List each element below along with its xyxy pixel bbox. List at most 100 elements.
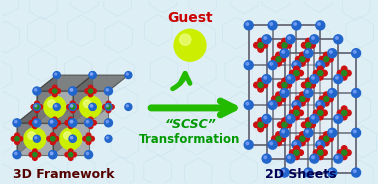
Circle shape [280,89,289,98]
Circle shape [50,121,53,123]
Circle shape [341,146,347,151]
Circle shape [49,119,57,127]
Circle shape [70,108,75,113]
Circle shape [44,96,66,118]
Circle shape [72,121,76,125]
Circle shape [322,70,327,76]
Circle shape [271,96,277,102]
Circle shape [341,154,347,160]
Circle shape [34,108,39,113]
Circle shape [70,89,73,91]
Circle shape [105,103,112,110]
Circle shape [36,121,40,125]
Circle shape [310,122,315,128]
Circle shape [271,136,277,141]
Circle shape [282,51,285,53]
Circle shape [294,66,299,72]
Circle shape [282,43,287,48]
Circle shape [280,136,285,141]
Text: 2D Sheets: 2D Sheets [265,168,336,181]
Circle shape [336,116,338,119]
Circle shape [294,62,296,65]
Circle shape [89,103,96,110]
Circle shape [286,75,295,84]
Circle shape [290,110,295,116]
Circle shape [324,52,329,58]
Circle shape [276,52,281,58]
Circle shape [33,156,37,160]
Polygon shape [285,53,356,173]
Circle shape [92,89,96,93]
Circle shape [286,82,291,88]
Circle shape [106,137,108,139]
Circle shape [294,110,299,115]
Circle shape [319,56,325,62]
Circle shape [51,137,55,141]
Text: Guest: Guest [167,11,213,25]
Circle shape [258,78,263,84]
Circle shape [353,130,356,133]
Circle shape [258,118,263,123]
Circle shape [280,96,285,102]
Circle shape [294,71,299,76]
Circle shape [305,38,311,44]
Circle shape [90,137,94,141]
Circle shape [15,140,19,144]
Circle shape [86,133,91,138]
Circle shape [54,137,59,141]
Circle shape [292,140,301,149]
Circle shape [24,128,46,150]
Circle shape [126,105,129,107]
Polygon shape [73,75,129,91]
Circle shape [310,35,319,44]
Circle shape [334,35,343,44]
Circle shape [34,101,39,106]
Circle shape [319,96,325,102]
Circle shape [352,89,361,98]
Circle shape [328,49,337,58]
Circle shape [53,85,57,90]
Circle shape [304,49,313,58]
Circle shape [300,100,305,106]
Circle shape [13,119,21,127]
Circle shape [316,61,325,70]
Circle shape [294,150,299,155]
Circle shape [282,122,287,127]
Circle shape [294,75,299,80]
Circle shape [88,89,93,93]
Circle shape [318,66,323,72]
Circle shape [292,21,301,30]
Circle shape [270,102,273,105]
Circle shape [53,117,57,122]
Circle shape [33,119,41,127]
Circle shape [125,103,132,110]
Circle shape [312,116,314,119]
Circle shape [324,96,329,101]
Circle shape [324,136,329,141]
Circle shape [49,151,57,159]
Circle shape [264,76,266,79]
Circle shape [336,76,338,79]
Circle shape [35,105,37,107]
Circle shape [341,106,347,112]
FancyArrowPatch shape [173,73,190,89]
Circle shape [28,132,36,139]
Circle shape [69,119,77,127]
Circle shape [342,150,347,155]
Circle shape [244,61,253,70]
Circle shape [294,142,296,145]
Circle shape [51,133,55,138]
Circle shape [330,90,332,93]
Circle shape [90,105,93,107]
Circle shape [341,75,347,80]
Circle shape [49,119,57,127]
Circle shape [282,38,287,44]
Circle shape [304,96,309,102]
Circle shape [88,92,93,97]
Circle shape [316,140,325,149]
Circle shape [87,137,91,141]
Circle shape [262,75,271,84]
Circle shape [89,103,96,110]
Circle shape [69,87,77,95]
Circle shape [15,121,17,123]
